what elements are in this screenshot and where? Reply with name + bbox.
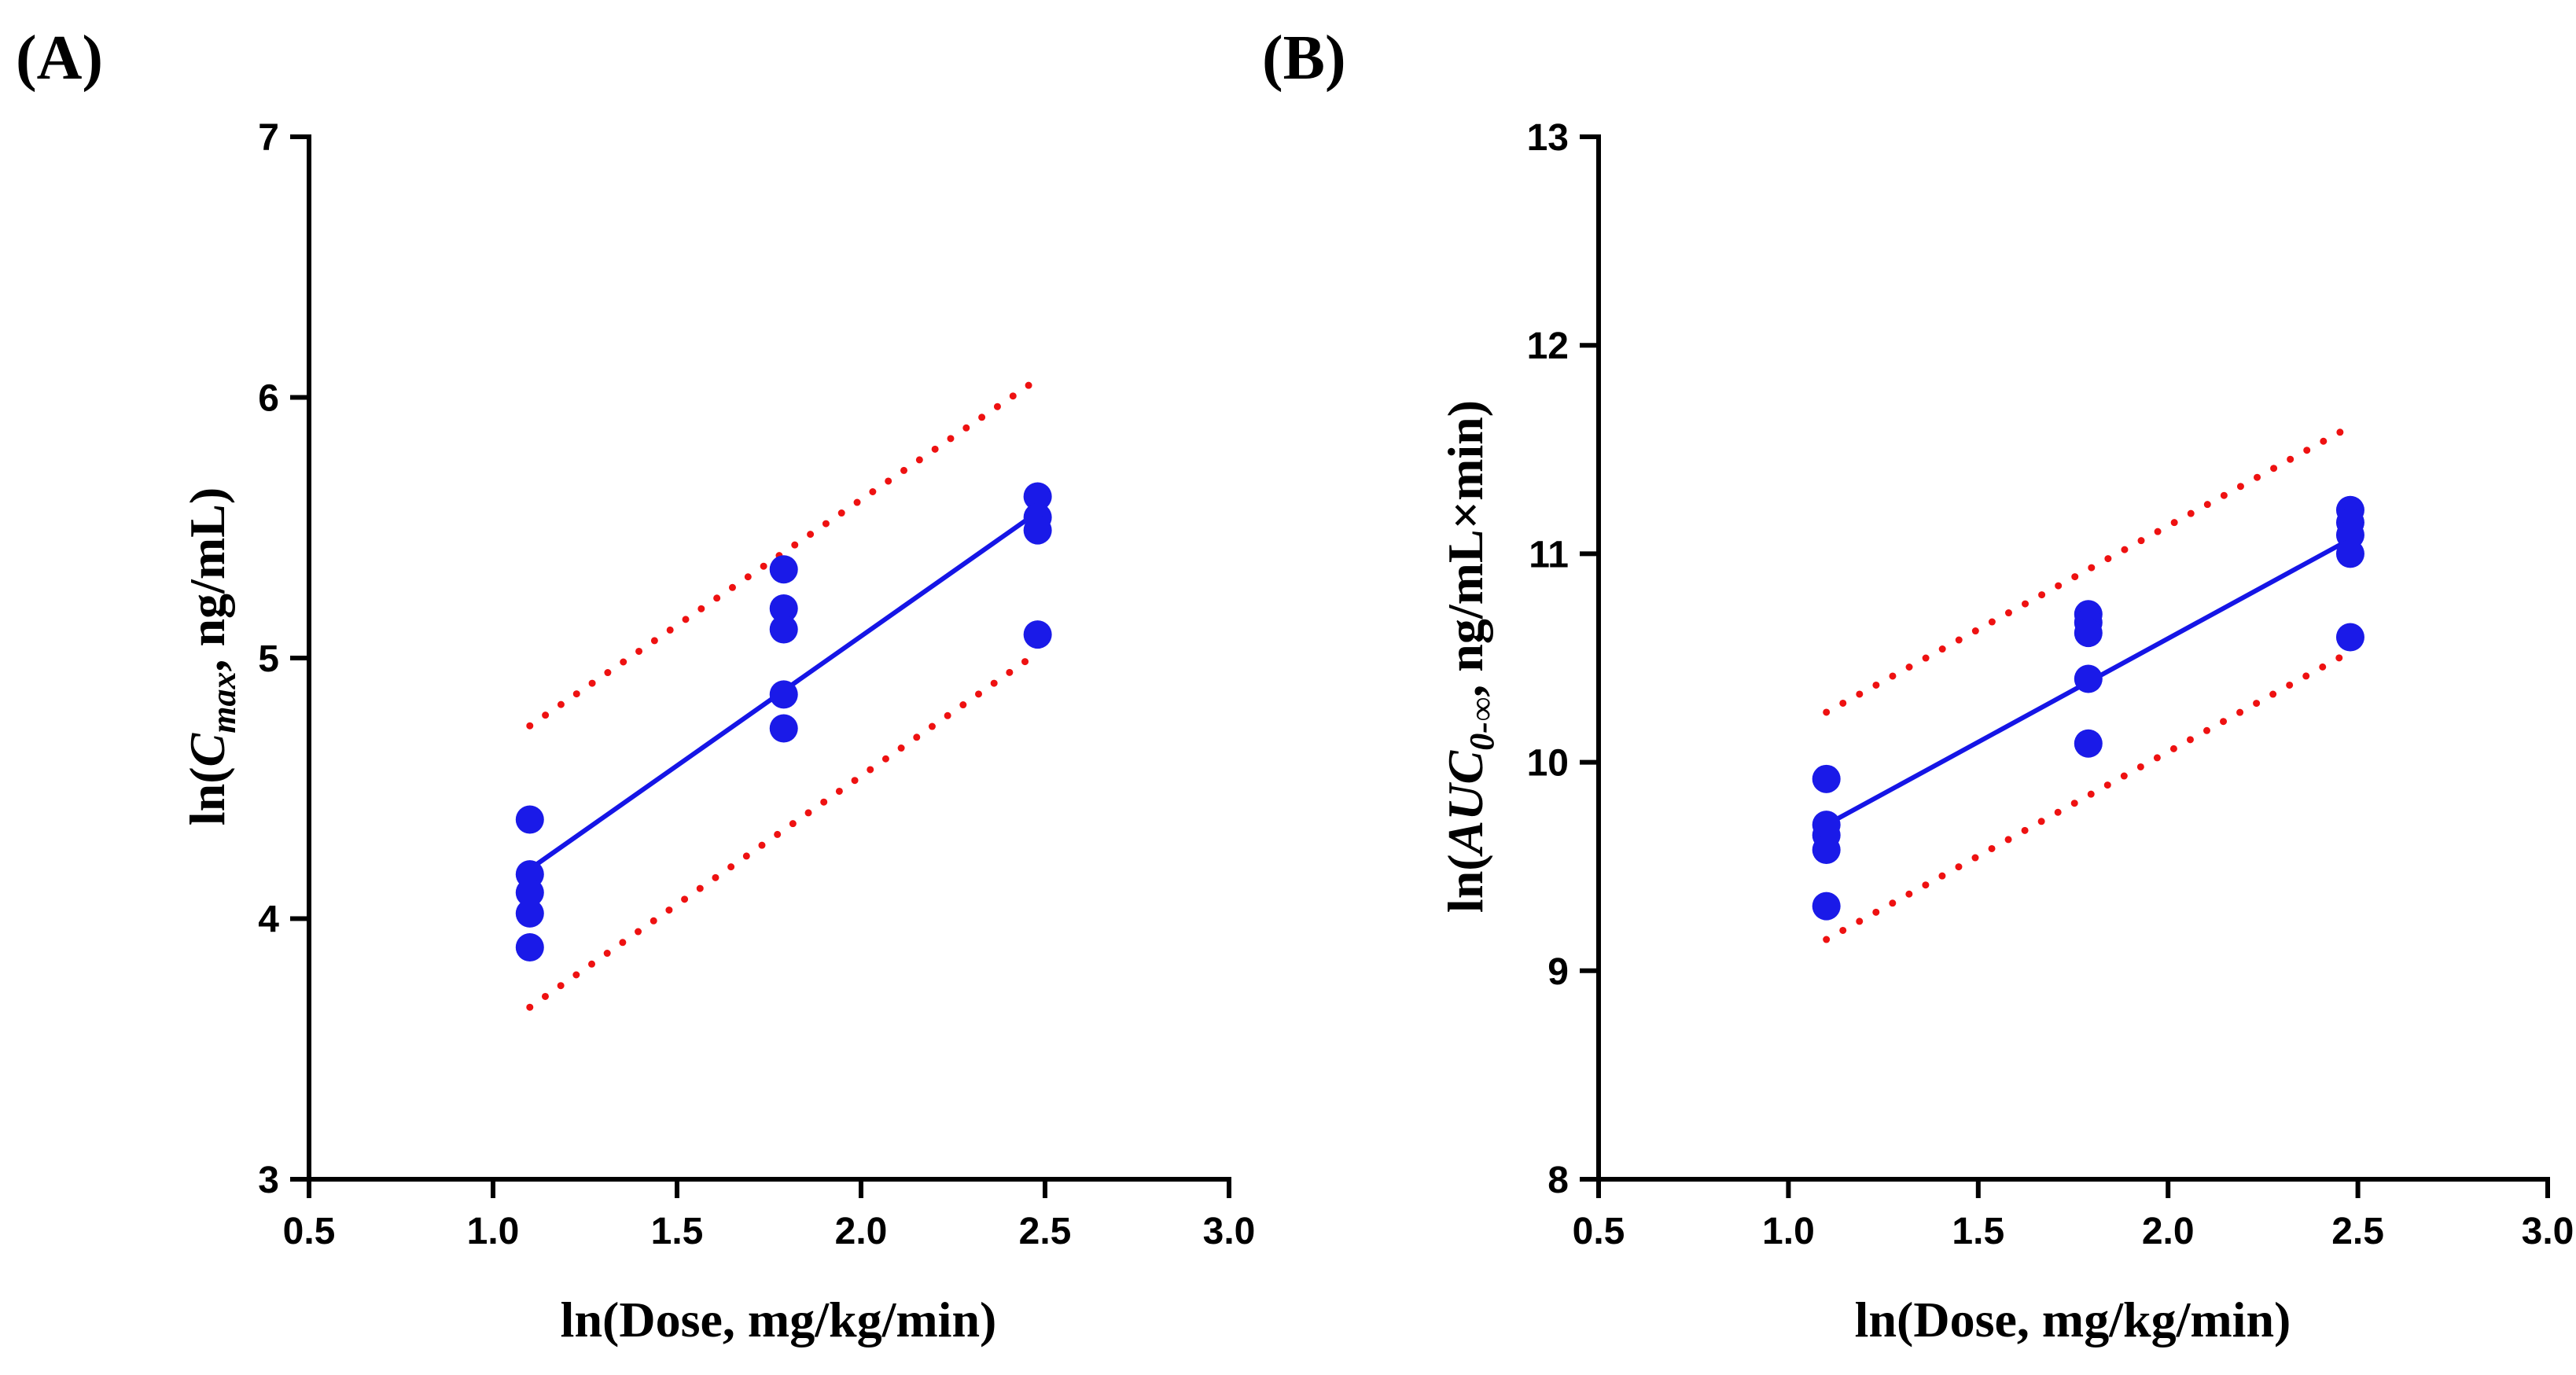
y-ticks-b: 8 9 10 11 12 13 (1527, 117, 1599, 1201)
data-point (2335, 539, 2364, 568)
x-tick-label: 2.0 (835, 1211, 888, 1252)
data-point (769, 594, 798, 623)
x-tick-label: 2.5 (2331, 1211, 2384, 1252)
data-point (1812, 892, 1841, 921)
y-tick-label: 6 (258, 378, 279, 420)
data-point (2074, 619, 2103, 648)
data-point (769, 680, 798, 709)
y-tick-label: 3 (258, 1160, 279, 1201)
data-points-a (515, 482, 1052, 961)
x-axis-title-b: ln(Dose, mg/kg/min) (1855, 1292, 2291, 1347)
panel-b: (B) 0.5 1.0 1.5 2.0 2.5 3.0 8 9 10 11 12 13 ln(Dos… (1262, 24, 2574, 1347)
y-tick-label: 5 (258, 638, 279, 680)
x-tick-label: 3.0 (1203, 1211, 1256, 1252)
y-axis-title-a-main: C (179, 732, 235, 767)
panel-label-a: (A) (16, 24, 103, 93)
data-point (769, 555, 798, 584)
x-tick-label: 0.5 (1573, 1211, 1625, 1252)
y-tick-label: 12 (1527, 325, 1569, 367)
data-point (2335, 623, 2364, 652)
data-point (515, 805, 544, 834)
ci-lower-segment (1823, 648, 2354, 943)
ci-upper-line-a (526, 375, 1042, 730)
data-point (1023, 516, 1052, 545)
data-point (515, 878, 544, 907)
ci-lower-line-b (1823, 648, 2354, 943)
y-tick-label: 11 (1529, 534, 1569, 575)
y-axis-title-b-prefix: ln( (1437, 854, 1493, 913)
data-point (515, 932, 544, 961)
data-points-b (1812, 495, 2364, 921)
panel-a: (A) 0.5 1.0 1.5 2.0 2.5 3.0 3 4 5 6 7 ln(Dose, mg… (16, 24, 1255, 1347)
x-tick-label: 2.0 (2142, 1211, 2195, 1252)
x-ticks-a: 0.5 1.0 1.5 2.0 2.5 3.0 (283, 1179, 1256, 1252)
x-tick-label: 3.0 (2522, 1211, 2574, 1252)
x-tick-label: 0.5 (283, 1211, 336, 1252)
x-axis-title-a: ln(Dose, mg/kg/min) (561, 1292, 997, 1347)
y-axis-title-b-sub: 0-∞ (1463, 697, 1501, 751)
x-tick-label: 1.0 (467, 1211, 520, 1252)
data-point (1023, 620, 1052, 649)
ci-upper-segment (526, 375, 1042, 730)
y-axis-title-a-prefix: ln( (179, 767, 235, 825)
panel-label-b: (B) (1262, 24, 1346, 93)
y-axis-title-a: ln(Cmax, ng/mL) (179, 487, 243, 825)
y-tick-label: 10 (1527, 743, 1569, 785)
y-axis-title-b: ln(AUC0-∞, ng/mL×min) (1437, 400, 1501, 913)
y-axis-title-a-suffix: , ng/mL) (179, 487, 235, 672)
x-ticks-b: 0.5 1.0 1.5 2.0 2.5 3.0 (1573, 1179, 2574, 1252)
y-ticks-a: 3 4 5 6 7 (258, 117, 309, 1201)
y-tick-label: 4 (258, 899, 279, 941)
y-tick-label: 9 (1547, 951, 1569, 993)
data-point (1812, 835, 1841, 864)
data-point (2074, 729, 2103, 758)
y-axis-title-a-sub: max (204, 672, 243, 733)
data-point (769, 714, 798, 743)
y-axis-title-b-suffix: , ng/mL×min) (1437, 400, 1493, 697)
data-point (515, 899, 544, 928)
x-tick-label: 1.0 (1762, 1211, 1815, 1252)
x-tick-label: 1.5 (1952, 1211, 2004, 1252)
y-axis-title-b-main: AUC (1437, 749, 1493, 857)
data-point (1812, 764, 1841, 793)
y-tick-label: 13 (1527, 117, 1569, 159)
y-tick-label: 8 (1547, 1160, 1569, 1201)
y-tick-label: 7 (258, 117, 279, 159)
data-point (769, 615, 798, 644)
data-point (2074, 664, 2103, 693)
x-tick-label: 2.5 (1019, 1211, 1072, 1252)
data-point (1023, 482, 1052, 511)
x-tick-label: 1.5 (651, 1211, 704, 1252)
